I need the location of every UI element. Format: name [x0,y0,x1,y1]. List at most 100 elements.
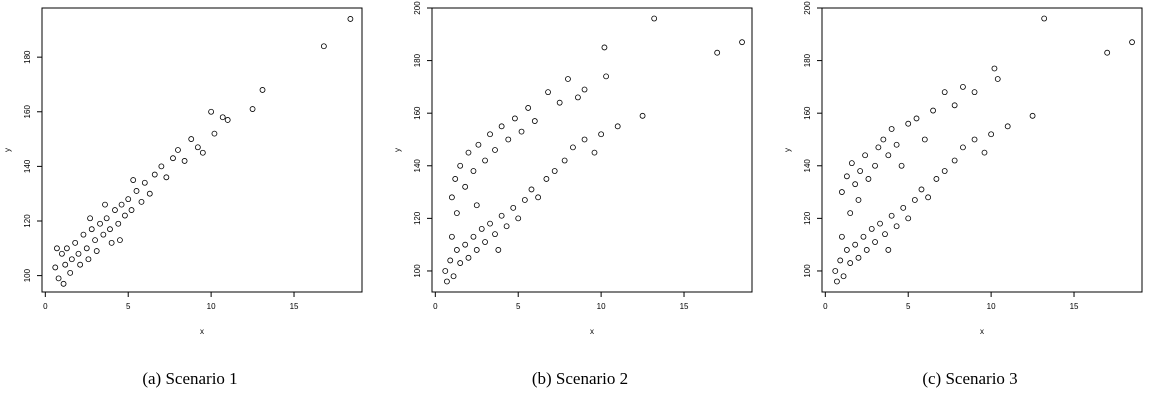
point [575,94,581,101]
y-tick-label: 200 [413,1,422,15]
point [913,115,920,122]
point [834,278,840,285]
point [872,239,878,245]
point [58,250,65,257]
point [163,174,170,181]
point [62,261,69,268]
point [498,123,505,130]
point [151,171,158,178]
point [921,136,928,143]
point [492,147,498,153]
point [512,115,518,122]
point [639,112,646,119]
x-tick-label: 5 [516,302,521,311]
y-tick-label: 160 [803,106,812,120]
point [1029,112,1036,119]
point [503,223,510,230]
point [981,149,988,156]
point [117,237,123,244]
point [882,231,888,238]
point [128,207,135,213]
point [872,162,878,169]
x-tick-label: 10 [207,302,216,311]
point [453,210,460,217]
point [93,248,100,254]
point [875,144,882,151]
point [133,188,140,194]
point [465,149,472,156]
point [885,247,892,253]
point [930,107,936,114]
point [55,275,62,282]
point [855,197,862,203]
y-tick-label: 180 [413,53,422,67]
point [54,245,60,252]
plot-box [431,7,753,293]
point [108,239,115,246]
point [885,152,892,159]
point [122,212,128,219]
x-tick-label: 5 [126,302,131,311]
point [107,226,113,233]
point [453,247,460,253]
x-tick-label: 0 [823,302,828,311]
point [918,186,925,193]
point [865,176,872,182]
point [450,273,457,280]
point [545,89,551,96]
y-axis-label: y [393,148,402,152]
point [988,131,995,138]
point [852,241,859,248]
point [487,131,493,138]
point [739,39,745,46]
y-tick-label: 160 [413,106,422,120]
point [531,118,538,124]
point [847,210,854,217]
point [848,160,855,167]
point [103,215,110,222]
x-tick-label: 0 [433,302,438,311]
point [868,225,875,232]
point [905,215,912,222]
point [482,157,488,164]
point [535,194,542,201]
point [462,241,469,248]
point [551,168,558,174]
point [462,183,469,190]
point [837,257,844,264]
y-axis-label: y [783,148,792,152]
point [1129,39,1135,46]
plot-box [821,7,1143,293]
x-tick-label: 10 [597,302,606,311]
point [141,179,148,186]
point [473,247,480,253]
point [68,256,75,263]
x-axis-label: x [980,327,984,336]
x-axis-label: x [590,327,594,336]
point [67,269,74,276]
point [478,225,485,232]
point [505,136,512,143]
point [492,231,498,238]
point [832,268,839,274]
point [893,223,900,230]
point [877,220,883,227]
x-tick-label: 15 [1070,302,1079,311]
point [521,197,528,203]
point [188,136,195,142]
point [470,233,477,240]
point [1041,15,1048,22]
y-tick-label: 140 [413,159,422,173]
caption: (c) Scenario 3 [922,369,1017,388]
point [102,201,108,208]
y-tick-label: 140 [23,159,32,173]
point [83,245,90,252]
point [130,177,137,183]
point [525,105,532,111]
point [457,162,464,169]
point [570,144,576,151]
y-tick-label: 120 [23,214,32,228]
point [843,247,850,253]
point [199,149,206,156]
